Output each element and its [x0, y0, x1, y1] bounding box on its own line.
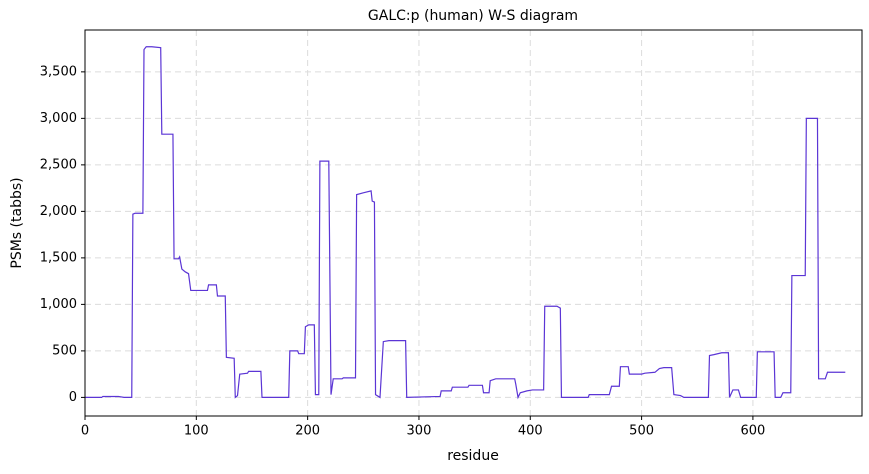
x-tick-label: 100 — [184, 424, 209, 439]
y-tick-label: 500 — [52, 343, 77, 358]
x-tick-label: 200 — [295, 424, 320, 439]
y-tick-label: 1,000 — [40, 297, 77, 312]
y-tick-label: 2,000 — [40, 204, 77, 219]
y-tick-label: 3,000 — [40, 111, 77, 126]
y-tick-label: 3,500 — [40, 64, 77, 79]
y-axis-label: PSMs (tabbs) — [9, 177, 25, 268]
y-tick-label: 0 — [69, 390, 77, 405]
x-tick-label: 400 — [518, 424, 543, 439]
plot-frame — [84, 29, 863, 417]
x-tick-label: 300 — [407, 424, 432, 439]
x-tick-label: 600 — [740, 424, 765, 439]
x-tick-label: 500 — [629, 424, 654, 439]
chart-title: GALC:p (human) W-S diagram — [368, 8, 578, 24]
data-line — [85, 46, 846, 400]
y-tick-label: 2,500 — [40, 157, 77, 172]
x-tick-label: 0 — [81, 424, 89, 439]
y-tick-label: 1,500 — [40, 250, 77, 265]
x-axis-label: residue — [447, 448, 499, 464]
